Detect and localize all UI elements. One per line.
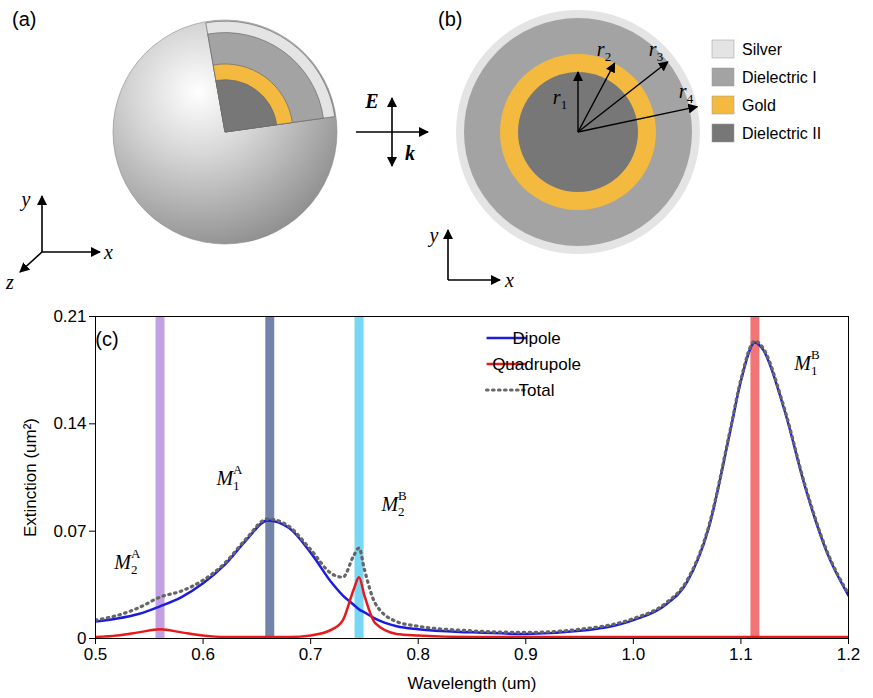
- svg-text:M2A: M2A: [113, 546, 141, 577]
- svg-text:r2: r2: [597, 38, 611, 64]
- svg-text:Dielectric I: Dielectric I: [742, 69, 817, 86]
- svg-text:(b): (b): [438, 8, 462, 30]
- svg-text:(c): (c): [95, 328, 118, 350]
- svg-text:r3: r3: [649, 38, 663, 64]
- svg-text:Silver: Silver: [742, 41, 783, 58]
- svg-text:0.9: 0.9: [514, 645, 538, 664]
- svg-text:0: 0: [77, 628, 87, 648]
- svg-text:0.6: 0.6: [191, 645, 215, 664]
- svg-text:1.1: 1.1: [729, 645, 753, 664]
- svg-text:x: x: [504, 269, 514, 291]
- svg-text:x: x: [103, 241, 113, 263]
- svg-text:0.7: 0.7: [299, 645, 323, 664]
- svg-text:Wavelength (um): Wavelength (um): [408, 674, 537, 693]
- svg-text:Dielectric II: Dielectric II: [742, 125, 821, 142]
- svg-text:0.8: 0.8: [406, 645, 430, 664]
- svg-text:0.5: 0.5: [84, 645, 108, 664]
- svg-text:0.14: 0.14: [53, 414, 86, 433]
- svg-text:y: y: [20, 188, 31, 211]
- svg-text:1.2: 1.2: [837, 645, 861, 664]
- svg-text:Total: Total: [519, 381, 555, 400]
- svg-text:Dipole: Dipole: [512, 329, 560, 348]
- svg-text:0.07: 0.07: [53, 522, 86, 541]
- svg-text:M2B: M2B: [380, 488, 407, 519]
- svg-text:E: E: [364, 90, 378, 112]
- svg-text:Extinction (um²): Extinction (um²): [21, 418, 40, 537]
- svg-text:k: k: [405, 142, 415, 164]
- svg-text:Gold: Gold: [742, 97, 776, 114]
- svg-text:1.0: 1.0: [622, 645, 646, 664]
- svg-text:z: z: [5, 271, 14, 293]
- svg-text:0.21: 0.21: [53, 307, 86, 326]
- svg-text:Quadrupole: Quadrupole: [492, 355, 581, 374]
- svg-text:M1A: M1A: [215, 462, 243, 493]
- svg-text:r4: r4: [679, 80, 694, 106]
- svg-text:(a): (a): [12, 8, 36, 30]
- svg-text:y: y: [428, 224, 439, 247]
- svg-text:r1: r1: [553, 86, 567, 112]
- svg-text:M1B: M1B: [793, 347, 820, 378]
